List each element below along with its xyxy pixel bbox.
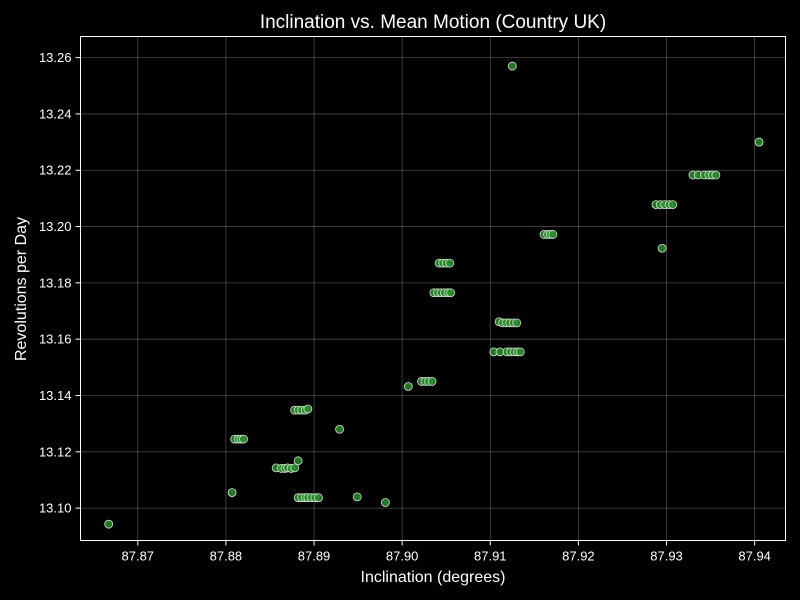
grid [80, 36, 786, 541]
data-point [445, 258, 455, 268]
data-point [335, 424, 344, 434]
y-tick-label: 13.18 [39, 275, 72, 290]
data-point [227, 488, 237, 498]
data-point [314, 493, 323, 503]
data-point [352, 492, 362, 502]
data-point [403, 382, 413, 391]
x-tick-label: 87.94 [738, 549, 771, 564]
y-tick-label: 13.22 [39, 163, 72, 178]
x-tick-label: 87.91 [474, 549, 507, 564]
data-point [657, 243, 667, 253]
data-points [104, 61, 764, 529]
data-point [548, 230, 558, 239]
axis-ticks: 87.87 87.88 87.89 87.90 87.91 87.92 87.93 87.94… [39, 50, 771, 563]
y-tick-label: 13.20 [39, 219, 72, 234]
y-tick-label: 13.10 [39, 501, 72, 516]
y-tick-label: 13.26 [39, 50, 72, 65]
y-axis-label: Revolutions per Day [13, 217, 30, 361]
data-point [290, 463, 300, 473]
data-point [754, 137, 764, 147]
data-point [668, 200, 678, 209]
data-point [446, 288, 456, 298]
x-tick-label: 87.89 [298, 549, 331, 564]
data-point [711, 170, 721, 180]
x-tick-label: 87.93 [650, 549, 683, 564]
data-point [239, 434, 248, 444]
data-point [427, 377, 437, 386]
data-point [293, 456, 303, 466]
data-point [381, 498, 390, 507]
x-tick-label: 87.92 [562, 549, 595, 564]
x-tick-label: 87.88 [210, 549, 243, 564]
y-tick-label: 13.12 [39, 444, 72, 459]
chart-title: Inclination vs. Mean Motion (Country UK) [260, 12, 606, 33]
x-axis-label: Inclination (degrees) [361, 569, 506, 586]
plot-frame [80, 36, 786, 541]
data-point [515, 347, 525, 357]
y-tick-label: 13.16 [39, 332, 72, 347]
data-point [512, 318, 522, 328]
x-tick-label: 87.90 [386, 549, 419, 564]
y-tick-label: 13.14 [39, 388, 72, 403]
x-tick-label: 87.87 [122, 549, 155, 564]
data-point [507, 61, 517, 71]
y-tick-label: 13.24 [39, 106, 72, 121]
data-point [303, 404, 313, 414]
data-point [104, 519, 114, 529]
